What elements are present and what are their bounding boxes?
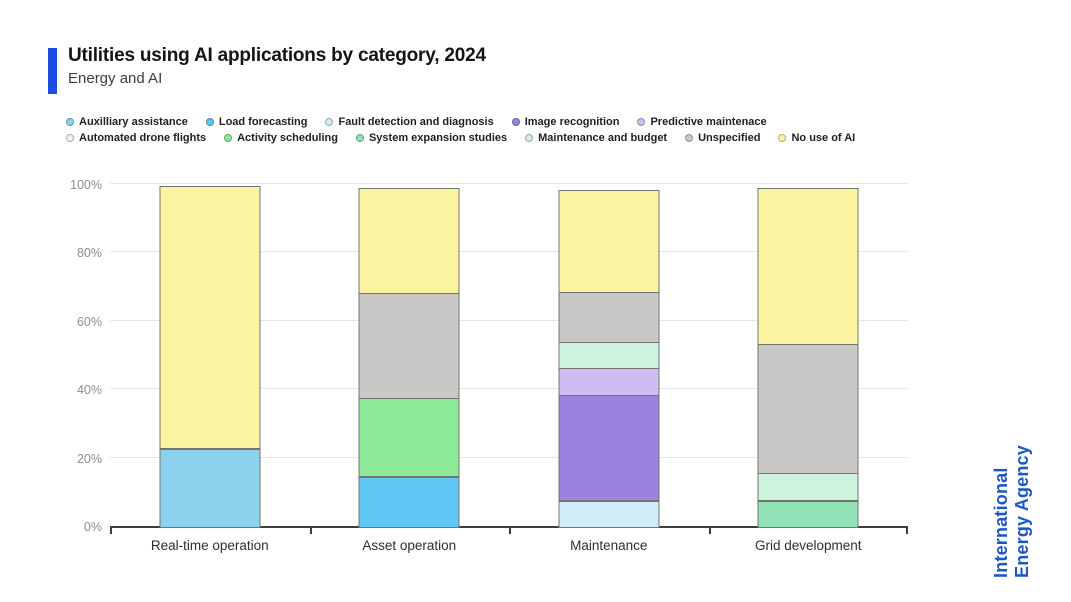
category-label: Maintenance: [570, 538, 648, 553]
x-axis-tick: [509, 528, 511, 534]
legend-item: Auxilliary assistance: [66, 116, 188, 128]
legend-item: Fault detection and diagnosis: [325, 116, 494, 128]
bar-segment: [558, 394, 660, 501]
legend-swatch-icon: [637, 118, 646, 126]
y-tick-label: 40%: [76, 383, 102, 398]
gridline: [110, 251, 908, 253]
y-tick-label: 0%: [83, 520, 102, 534]
bar-segment: [558, 291, 660, 343]
x-axis-tick: [708, 528, 711, 534]
y-tick-label: 80%: [76, 246, 102, 261]
bar-segment: [757, 473, 859, 501]
bar-segment: [558, 190, 660, 293]
category-label: Asset operation: [362, 538, 457, 553]
bar-segment: [159, 449, 261, 528]
title-accent-bar: [48, 48, 57, 94]
bar-segment: [757, 344, 859, 475]
bar-segment: [558, 368, 660, 396]
plot-area: [110, 183, 909, 534]
legend-item: Automated drone flights: [66, 132, 206, 144]
legend-item: Unspecified: [685, 132, 760, 144]
legend-label: System expansion studies: [368, 132, 508, 144]
bar-segment: [358, 476, 460, 528]
legend-item: Predictive maintenace: [637, 116, 767, 128]
legend-swatch-icon: [66, 118, 74, 126]
bar-segment: [757, 500, 859, 528]
bar-slot: [110, 186, 310, 528]
x-axis-tick: [906, 528, 908, 534]
legend-label: Unspecified: [698, 132, 761, 144]
bar-segment: [358, 188, 460, 295]
legend-label: Maintenance and budget: [538, 132, 668, 144]
legend-swatch-icon: [511, 118, 520, 126]
legend-item: Image recognition: [511, 116, 620, 128]
bar-segment: [358, 398, 460, 477]
legend-swatch-icon: [778, 134, 787, 142]
x-axis-tick: [309, 528, 312, 534]
stacked-bar-maintenance: [558, 190, 660, 528]
legend-row: Automated drone flights Activity scheduli…: [66, 132, 966, 144]
iea-logo-line2: Energy Agency: [1012, 445, 1032, 578]
bar-segment: [159, 186, 261, 450]
legend-label: Load forecasting: [218, 116, 308, 128]
legend-swatch-icon: [325, 118, 334, 126]
legend-label: Auxilliary assistance: [79, 116, 188, 128]
category-label: Real-time operation: [150, 538, 269, 553]
legend-item: Activity scheduling: [224, 132, 338, 144]
legend-swatch-icon: [355, 134, 364, 142]
bar-slot: [310, 186, 510, 528]
stacked-bar-asset-operation: [358, 188, 460, 528]
legend-item: Maintenance and budget: [525, 132, 667, 144]
legend-swatch-icon: [525, 134, 534, 142]
bar-segment: [358, 293, 460, 400]
legend-label: Fault detection and diagnosis: [338, 116, 494, 128]
x-axis-tick: [110, 528, 112, 534]
legend-label: Image recognition: [524, 116, 620, 128]
bar-segment: [558, 500, 660, 528]
category-label: Grid development: [754, 538, 862, 553]
bar-segment: [757, 188, 859, 346]
chart-subtitle: Energy and AI: [68, 70, 163, 87]
legend-swatch-icon: [224, 134, 233, 142]
legend-item: System expansion studies: [355, 132, 508, 144]
chart-legend: Auxilliary assistance Load forecasting Fau…: [66, 116, 966, 144]
legend-item: No use of AI: [778, 132, 855, 144]
iea-logo-text: International Energy Agency: [991, 445, 1033, 578]
chart-title: Utilities using AI applications by categ…: [68, 45, 486, 66]
iea-logo-line1: International: [991, 467, 1011, 578]
y-tick-label: 20%: [76, 451, 102, 466]
legend-label: Automated drone flights: [79, 132, 207, 144]
stacked-bar-grid-development: [757, 188, 859, 528]
bar-segment: [558, 341, 660, 370]
y-tick-label: 60%: [76, 314, 102, 329]
gridline: [110, 319, 908, 321]
legend-label: Activity scheduling: [237, 132, 338, 144]
bar-slot: [509, 186, 709, 528]
bar-slot: [709, 186, 909, 528]
gridline: [110, 388, 908, 390]
gridline: [110, 456, 908, 458]
legend-swatch-icon: [685, 134, 694, 142]
legend-swatch-icon: [66, 134, 74, 142]
legend-row: Auxilliary assistance Load forecasting Fau…: [66, 116, 966, 128]
legend-swatch-icon: [205, 118, 214, 126]
gridline: [110, 183, 908, 184]
stacked-bar-real-time-operation: [159, 186, 261, 528]
legend-label: No use of AI: [791, 132, 856, 144]
legend-item: Load forecasting: [205, 116, 308, 128]
legend-label: Predictive maintenace: [650, 116, 767, 128]
y-tick-label: 100%: [70, 178, 102, 192]
